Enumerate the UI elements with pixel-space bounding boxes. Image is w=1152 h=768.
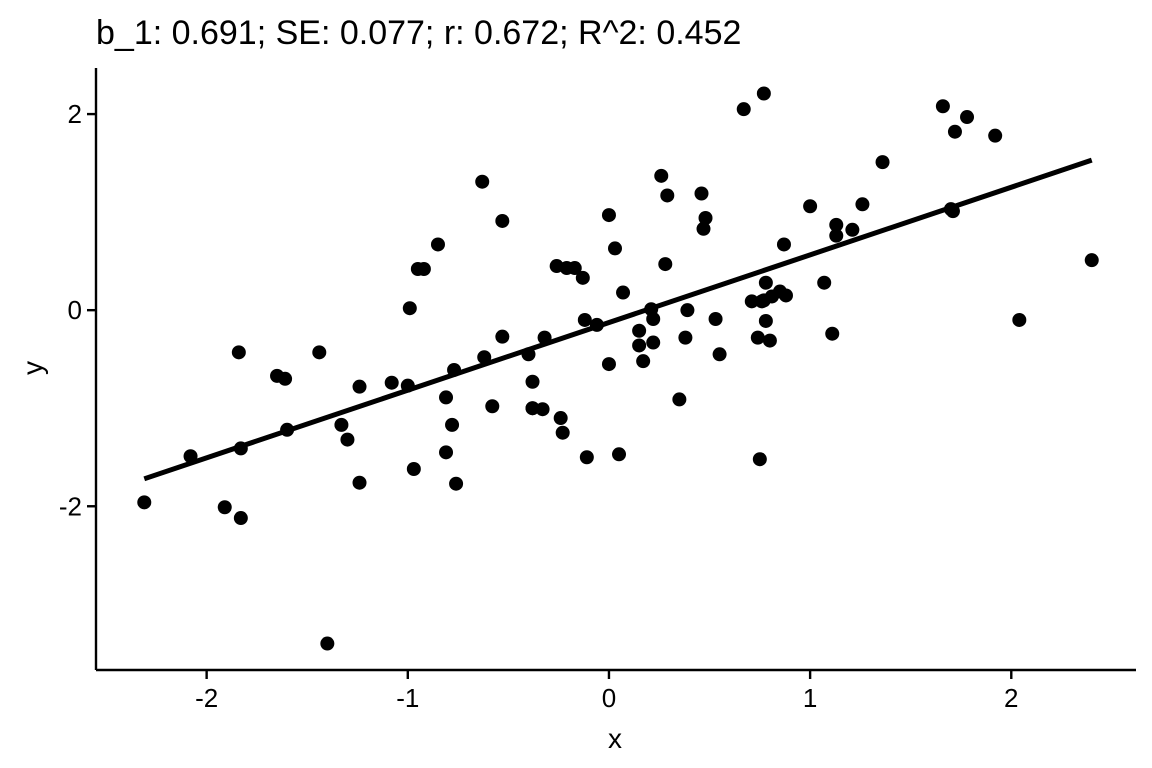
data-point [601,208,616,223]
x-tick-label: 1 [803,683,817,713]
data-point [845,222,860,237]
data-point [762,333,777,348]
data-point [960,110,975,125]
data-point [231,345,246,360]
data-point [525,401,540,416]
data-point [430,237,445,252]
data-point [495,213,510,228]
data-point [1012,312,1027,327]
data-point [744,294,759,309]
x-tick-label: 2 [1004,683,1018,713]
data-point [495,329,510,344]
data-point [567,261,582,276]
x-tick-label: -1 [396,683,419,713]
data-point [632,338,647,353]
data-point [485,399,500,414]
data-point [535,402,550,417]
data-point [612,447,627,462]
data-point [708,311,723,326]
data-point [384,375,399,390]
data-point [678,330,693,345]
data-point [445,417,460,432]
x-tick-label: 0 [602,683,616,713]
fit-layer [143,157,1093,482]
y-tick-label: 0 [68,295,82,325]
data-point [601,357,616,372]
data-point [696,221,711,236]
data-point [694,186,709,201]
data-point [660,188,675,203]
axes: -2 -1 0 1 2 -2 0 2 [59,68,1136,713]
data-point [616,285,631,300]
data-point [416,261,431,276]
data-point [525,374,540,389]
data-point [575,270,590,285]
data-point [439,390,454,405]
data-point [320,636,335,651]
data-point [340,432,355,447]
data-point [875,155,890,170]
data-point [698,211,713,226]
data-point [406,462,421,477]
chart-title: b_1: 0.691; SE: 0.077; r: 0.672; R^2: 0.… [96,14,741,52]
data-point [825,326,840,341]
data-point [817,275,832,290]
data-point [137,495,152,510]
data-point [752,452,767,467]
data-point [449,476,464,491]
data-point [758,313,773,328]
data-point [352,379,367,394]
y-tick-label: -2 [59,491,82,521]
data-point [233,511,248,526]
data-point [803,199,818,214]
data-point [278,371,293,386]
y-tick-label: 2 [68,99,82,129]
data-point [988,128,1003,143]
data-point [402,301,417,316]
data-point [947,124,962,139]
data-point [632,323,647,338]
data-point [712,347,727,362]
data-point [658,257,673,272]
data-point [829,217,844,232]
data-point [654,168,669,183]
data-point [680,303,695,318]
data-point [935,99,950,114]
regression-line [143,157,1093,482]
data-point [579,450,594,465]
data-point [758,275,773,290]
data-point [736,102,751,117]
data-point [577,312,592,327]
data-point [439,445,454,460]
data-point [1084,253,1099,268]
y-axis-label: y [17,361,48,375]
data-point [750,330,765,345]
data-point [312,345,327,360]
data-point [217,500,232,515]
data-point [855,197,870,212]
x-axis-label: x [608,723,622,754]
data-point [607,241,622,256]
points-layer [137,86,1099,651]
data-point [555,425,570,440]
data-point [776,237,791,252]
data-point [756,86,771,101]
data-point [778,288,793,303]
data-point [829,228,844,243]
data-point [553,411,568,426]
data-point [646,311,661,326]
data-point [334,417,349,432]
data-point [672,392,687,407]
x-tick-label: -2 [195,683,218,713]
data-point [636,354,651,369]
data-point [646,335,661,350]
data-point [475,174,490,189]
data-point [352,475,367,490]
